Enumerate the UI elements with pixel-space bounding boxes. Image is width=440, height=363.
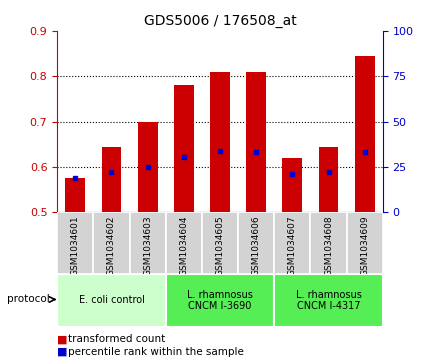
Text: GSM1034609: GSM1034609 — [360, 215, 369, 276]
Text: L. rhamnosus
CNCM I-4317: L. rhamnosus CNCM I-4317 — [296, 290, 362, 311]
Bar — [102, 147, 121, 212]
Text: E. coli control: E. coli control — [78, 295, 144, 305]
Bar — [282, 158, 302, 212]
Bar — [57, 274, 166, 327]
Bar — [174, 85, 194, 212]
Bar — [274, 212, 311, 274]
Text: percentile rank within the sample: percentile rank within the sample — [68, 347, 244, 357]
Title: GDS5006 / 176508_at: GDS5006 / 176508_at — [143, 15, 297, 28]
Text: GSM1034603: GSM1034603 — [143, 215, 152, 276]
Text: GSM1034602: GSM1034602 — [107, 215, 116, 276]
Bar — [138, 122, 158, 212]
Bar — [319, 147, 338, 212]
Text: protocol: protocol — [7, 294, 49, 305]
Bar — [238, 212, 274, 274]
Text: GSM1034607: GSM1034607 — [288, 215, 297, 276]
Text: transformed count: transformed count — [68, 334, 165, 344]
Bar — [129, 212, 166, 274]
Text: L. rhamnosus
CNCM I-3690: L. rhamnosus CNCM I-3690 — [187, 290, 253, 311]
Text: GSM1034601: GSM1034601 — [71, 215, 80, 276]
Bar — [355, 56, 375, 212]
Bar — [311, 212, 347, 274]
Text: GSM1034608: GSM1034608 — [324, 215, 333, 276]
Text: ■: ■ — [57, 347, 68, 357]
Bar — [166, 212, 202, 274]
Text: GSM1034605: GSM1034605 — [216, 215, 224, 276]
Bar — [202, 212, 238, 274]
Bar — [93, 212, 129, 274]
Text: ■: ■ — [57, 334, 68, 344]
Bar — [347, 212, 383, 274]
Bar — [166, 274, 274, 327]
Text: GSM1034606: GSM1034606 — [252, 215, 260, 276]
Bar — [274, 274, 383, 327]
Bar — [210, 72, 230, 212]
Bar — [66, 178, 85, 212]
Bar — [57, 212, 93, 274]
Bar — [246, 72, 266, 212]
Text: GSM1034604: GSM1034604 — [180, 215, 188, 276]
